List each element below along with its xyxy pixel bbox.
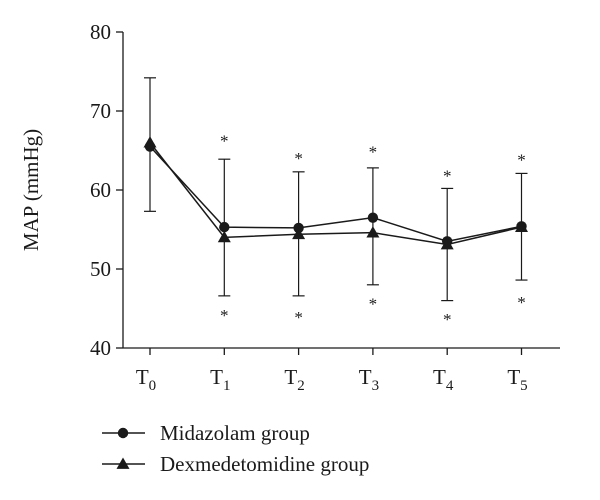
y-tick-label: 40 xyxy=(90,336,111,360)
legend-label-2: Dexmedetomidine group xyxy=(160,452,369,476)
significance-marker: * xyxy=(517,151,526,170)
series-line-2 xyxy=(149,142,522,246)
data-point-circle xyxy=(219,221,230,233)
x-tick-label: T3 xyxy=(359,365,379,394)
data-point-triangle xyxy=(366,226,380,238)
significance-marker: * xyxy=(443,310,452,329)
y-axis-title: MAP (mmHg) xyxy=(19,129,43,251)
significance-marker: * xyxy=(220,132,229,151)
y-tick-label: 70 xyxy=(90,99,111,123)
data-point-triangle xyxy=(217,230,231,243)
data-point-triangle xyxy=(440,238,454,250)
data-point-triangle xyxy=(292,227,306,240)
x-tick-label: T0 xyxy=(136,365,156,394)
data-point-triangle xyxy=(515,220,528,233)
y-tick-label: 80 xyxy=(90,20,111,44)
x-tick-label: T2 xyxy=(284,365,304,394)
significance-marker: * xyxy=(369,143,378,162)
significance-marker: * xyxy=(443,166,452,185)
series-layer xyxy=(143,77,528,302)
legend-label-1: Midazolam group xyxy=(160,421,310,445)
y-tick-label: 50 xyxy=(90,257,111,281)
series-line-1 xyxy=(149,146,522,243)
x-tick-label: T4 xyxy=(433,365,454,394)
significance-marker: * xyxy=(294,149,303,168)
axes: 40 50 60 70 80 MAP (mmHg) T0 T1 T2 T3 T4 T5 xyxy=(19,20,560,394)
y-tick-label: 60 xyxy=(90,178,111,202)
annotations: * * * * * * * * * * xyxy=(220,132,526,330)
x-tick-label: T5 xyxy=(507,365,527,394)
legend-marker-1 xyxy=(117,427,129,439)
legend-marker-2 xyxy=(116,457,130,469)
significance-marker: * xyxy=(369,294,378,313)
x-tick-label: T1 xyxy=(210,365,230,394)
significance-marker: * xyxy=(294,308,303,327)
legend: Midazolam group Dexmedetomidine group xyxy=(102,421,369,476)
data-point-triangle xyxy=(143,136,157,148)
significance-marker: * xyxy=(517,293,526,312)
significance-marker: * xyxy=(220,306,229,325)
data-point-circle xyxy=(367,212,379,223)
